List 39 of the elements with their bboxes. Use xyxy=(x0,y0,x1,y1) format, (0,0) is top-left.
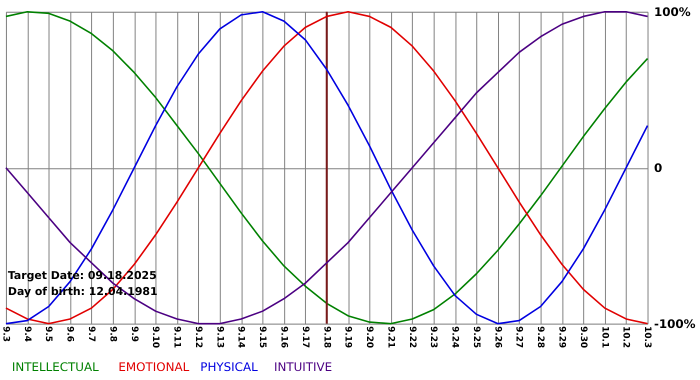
x-tick-label: 9.26 xyxy=(492,326,502,348)
x-tick-label: 9.11 xyxy=(172,326,182,348)
x-tick-label: 9.25 xyxy=(470,326,481,348)
x-tick-label: 9.30 xyxy=(578,326,588,348)
x-tick-label: 9.15 xyxy=(257,326,268,348)
x-tick-label: 9.10 xyxy=(150,326,160,348)
y-tick-label: -100% xyxy=(654,317,696,332)
text: PHYSICAL xyxy=(200,360,258,374)
x-tick-label: 9.20 xyxy=(364,326,374,348)
x-tick-label: 9.16 xyxy=(278,326,288,348)
x-tick-label: 10.1 xyxy=(599,326,610,348)
x-tick-label: 9.4 xyxy=(22,326,32,342)
x-tick-label: 9.18 xyxy=(321,326,332,348)
x-tick-label: 9.13 xyxy=(214,326,224,348)
text: EMOTIONAL xyxy=(118,360,190,374)
x-tick-label: 9.5 xyxy=(43,326,54,342)
x-tick-label: 9.24 xyxy=(450,326,460,348)
x-tick-label: 9.27 xyxy=(514,326,524,348)
text: INTELLECTUAL xyxy=(12,360,100,374)
x-tick-label: 9.21 xyxy=(385,326,396,348)
x-tick-label: 9.6 xyxy=(64,326,75,342)
x-tick-label: 9.8 xyxy=(107,326,118,342)
text: INTUITIVE xyxy=(274,360,332,374)
x-tick-label: 9.29 xyxy=(556,326,567,348)
x-tick-label: 10.2 xyxy=(620,326,631,348)
x-tick-label: 9.3 xyxy=(0,326,10,342)
x-tick-label: 9.14 xyxy=(236,326,246,348)
x-tick-label: 9.9 xyxy=(128,326,139,342)
x-tick-label: 9.28 xyxy=(535,326,546,348)
x-tick-label: 9.7 xyxy=(86,326,96,342)
x-tick-label: 9.23 xyxy=(428,326,438,348)
x-tick-label: 9.22 xyxy=(406,326,417,348)
y-tick-label: 100% xyxy=(654,5,691,20)
line-series xyxy=(5,10,648,324)
x-tick-label: 9.17 xyxy=(300,326,310,348)
x-tick-label: 9.19 xyxy=(342,326,353,348)
x-tick-label: 9.12 xyxy=(192,326,203,348)
y-tick-label: 0 xyxy=(654,161,662,176)
x-tick-label: 10.3 xyxy=(642,326,652,348)
